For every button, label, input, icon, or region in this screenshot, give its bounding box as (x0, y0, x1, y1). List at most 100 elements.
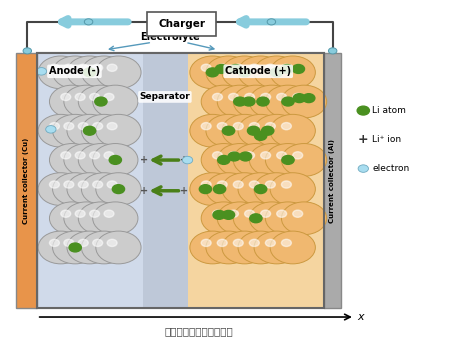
Circle shape (245, 210, 255, 217)
Circle shape (64, 143, 109, 176)
Circle shape (222, 173, 267, 205)
Circle shape (282, 143, 327, 176)
Circle shape (267, 19, 276, 25)
Circle shape (228, 93, 238, 100)
Circle shape (270, 114, 315, 147)
Circle shape (61, 152, 71, 159)
Text: Separator: Separator (139, 93, 190, 101)
Circle shape (75, 210, 85, 217)
Circle shape (357, 106, 369, 115)
Circle shape (282, 85, 327, 118)
Text: Cathode (+): Cathode (+) (225, 66, 291, 76)
Circle shape (249, 64, 259, 72)
Circle shape (36, 67, 46, 75)
Circle shape (254, 173, 299, 205)
Circle shape (107, 181, 117, 188)
Circle shape (107, 64, 117, 72)
Circle shape (49, 64, 59, 72)
Circle shape (282, 155, 294, 164)
Text: electron: electron (372, 164, 410, 173)
Circle shape (61, 210, 71, 217)
Circle shape (67, 231, 112, 264)
Circle shape (206, 56, 251, 89)
Circle shape (282, 122, 292, 130)
Circle shape (53, 114, 98, 147)
Circle shape (233, 64, 243, 72)
Circle shape (247, 126, 260, 135)
Circle shape (199, 185, 211, 194)
Circle shape (270, 173, 315, 205)
Circle shape (64, 122, 74, 130)
Circle shape (215, 65, 228, 73)
Circle shape (254, 114, 299, 147)
Circle shape (69, 243, 82, 252)
Circle shape (292, 65, 304, 73)
Circle shape (23, 48, 32, 54)
Text: +: + (180, 155, 188, 165)
Bar (16, 53, 36, 309)
Circle shape (249, 202, 294, 235)
Circle shape (293, 152, 303, 159)
Circle shape (233, 202, 279, 235)
Circle shape (255, 131, 267, 140)
Circle shape (254, 56, 299, 89)
Circle shape (222, 231, 267, 264)
Circle shape (217, 122, 227, 130)
Circle shape (104, 93, 114, 100)
Text: +: + (140, 155, 148, 165)
Circle shape (96, 114, 141, 147)
Text: x: x (357, 312, 364, 322)
Circle shape (201, 239, 211, 247)
Circle shape (270, 231, 315, 264)
Circle shape (249, 85, 294, 118)
Circle shape (83, 68, 96, 77)
Circle shape (282, 202, 327, 235)
Circle shape (282, 239, 292, 247)
Circle shape (255, 185, 267, 194)
Circle shape (67, 114, 112, 147)
Circle shape (265, 85, 310, 118)
Circle shape (206, 114, 251, 147)
Circle shape (293, 210, 303, 217)
Circle shape (78, 239, 88, 247)
Text: Current collector (Al): Current collector (Al) (329, 139, 336, 223)
Circle shape (93, 64, 103, 72)
Circle shape (93, 143, 138, 176)
Text: +: + (180, 186, 188, 196)
Circle shape (201, 143, 246, 176)
Circle shape (82, 114, 127, 147)
Circle shape (265, 181, 275, 188)
Circle shape (245, 93, 255, 100)
Circle shape (212, 152, 222, 159)
Circle shape (206, 173, 251, 205)
Text: Li⁺ ion: Li⁺ ion (372, 135, 401, 144)
Circle shape (190, 114, 235, 147)
Text: Electrolyte: Electrolyte (140, 32, 200, 42)
Circle shape (222, 56, 267, 89)
Circle shape (53, 173, 98, 205)
Circle shape (249, 122, 259, 130)
Circle shape (201, 202, 246, 235)
Circle shape (96, 231, 141, 264)
Circle shape (90, 93, 100, 100)
Circle shape (104, 152, 114, 159)
Circle shape (233, 239, 243, 247)
Bar (324, 53, 341, 309)
Circle shape (217, 239, 227, 247)
Circle shape (93, 239, 103, 247)
Circle shape (217, 64, 227, 72)
Circle shape (67, 56, 112, 89)
Text: Charger: Charger (158, 19, 205, 29)
Circle shape (245, 152, 255, 159)
Circle shape (75, 152, 85, 159)
Circle shape (262, 126, 274, 135)
Circle shape (234, 97, 246, 106)
Circle shape (190, 231, 235, 264)
Circle shape (49, 202, 95, 235)
Bar (36, 53, 324, 309)
Circle shape (64, 64, 74, 72)
Circle shape (238, 56, 283, 89)
Circle shape (249, 143, 294, 176)
Circle shape (90, 210, 100, 217)
Circle shape (82, 231, 127, 264)
